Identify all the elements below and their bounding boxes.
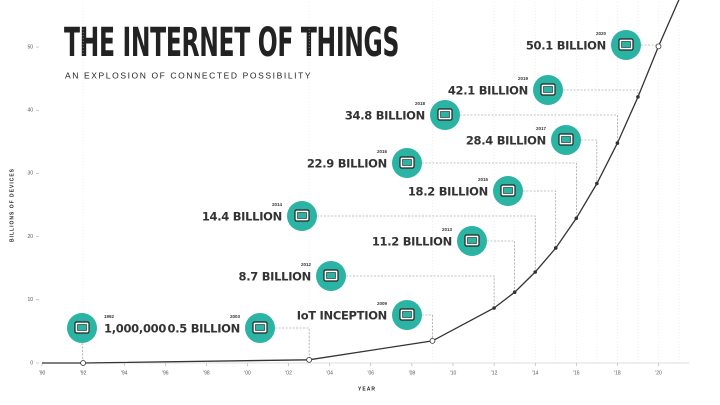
annotation-year: 2017 (536, 126, 547, 131)
x-tick-label: '04 (326, 370, 333, 376)
icon-shape (77, 324, 87, 331)
annotation-year: 2020 (596, 31, 607, 36)
annotation-year: 1992 (104, 314, 115, 319)
data-point (80, 360, 86, 366)
x-tick-label: '20 (655, 370, 662, 376)
data-point (574, 216, 579, 221)
leader-line (422, 314, 433, 341)
chart-title: THE INTERNET OF THINGS (64, 20, 399, 66)
annotation-label: IoT INCEPTION (297, 309, 387, 323)
annotation-label: 28.4 BILLION (466, 134, 546, 148)
y-tick-label: 20 (27, 234, 33, 240)
annotation-year: 2013 (442, 227, 453, 232)
x-tick-label: '00 (244, 370, 251, 376)
annotation-year: 2009 (377, 301, 388, 306)
data-point (553, 246, 558, 250)
leader-line (460, 114, 618, 144)
icon-shape (467, 237, 477, 244)
annotation-label: 0.5 BILLION (168, 322, 240, 336)
x-tick-label: '96 (162, 370, 169, 376)
icon-shape (402, 311, 412, 318)
x-tick-label: '08 (409, 370, 416, 376)
leader-line (563, 89, 639, 97)
data-line (42, 0, 680, 364)
annotation-label: 14.4 BILLION (202, 210, 282, 224)
annotation-year: 2019 (518, 76, 529, 81)
leader-line (487, 240, 515, 293)
chart-subtitle: AN EXPLOSION OF CONNECTED POSSIBILITY (65, 70, 312, 80)
annotation-label: 42.1 BILLION (448, 84, 528, 98)
icon-shape (440, 111, 450, 118)
data-point (512, 290, 517, 295)
icon-shape (543, 86, 553, 93)
leader-line (581, 139, 598, 184)
annotation-year: 2018 (415, 101, 426, 106)
annotation-label: 11.2 BILLION (372, 235, 452, 249)
x-tick-label: '16 (573, 370, 580, 376)
x-tick-label: '92 (80, 370, 87, 376)
leader-line (523, 190, 557, 248)
x-tick-label: '06 (368, 370, 375, 376)
y-tick-label: 40 (27, 108, 33, 114)
icon-shape (621, 41, 631, 48)
x-tick-label: '90 (39, 370, 46, 376)
annotation-label: 34.8 BILLION (345, 109, 425, 123)
data-point (429, 337, 436, 344)
data-point (655, 43, 662, 50)
x-tick-label: '14 (532, 370, 539, 376)
x-tick-label: '18 (614, 370, 621, 376)
icon-shape (402, 159, 412, 166)
annotation-year: 2016 (377, 149, 388, 154)
annotation-label: 8.7 BILLION (239, 270, 311, 284)
x-axis-label: YEAR (358, 386, 376, 392)
annotation-label: 22.9 BILLION (307, 157, 387, 171)
leader-line (317, 215, 536, 272)
annotation-year: 2003 (230, 314, 241, 319)
x-tick-label: '10 (450, 370, 457, 376)
icon-shape (561, 136, 571, 143)
data-point (533, 270, 537, 274)
icon-shape (326, 272, 336, 279)
annotation-year: 2012 (301, 262, 312, 267)
annotation-year: 2015 (478, 177, 489, 182)
data-point (615, 141, 620, 145)
y-tick-label: 30 (27, 171, 33, 177)
icon-shape (503, 187, 513, 194)
leader-line (422, 162, 577, 219)
data-point (636, 95, 640, 99)
annotation-label: 18.2 BILLION (408, 185, 488, 199)
annotation-label: 1,000,000 (104, 322, 166, 336)
data-point (595, 181, 599, 186)
x-tick-label: '94 (121, 370, 128, 376)
x-tick-label: '98 (203, 370, 210, 376)
leader-line (275, 327, 310, 360)
icon-shape (297, 212, 307, 219)
x-tick-label: '02 (285, 370, 292, 376)
y-tick-label: 0 (30, 360, 33, 366)
icon-shape (255, 324, 265, 331)
y-tick-label: 50 (27, 44, 33, 50)
annotation-label: 50.1 BILLION (526, 39, 606, 53)
data-point (306, 356, 313, 363)
y-tick-label: 10 (27, 297, 33, 303)
data-point (492, 306, 496, 310)
leader-line (346, 275, 495, 309)
x-tick-label: '12 (491, 370, 498, 376)
annotation-year: 2014 (272, 202, 283, 207)
y-axis-label: BILLIONS OF DEVICES (9, 168, 15, 242)
